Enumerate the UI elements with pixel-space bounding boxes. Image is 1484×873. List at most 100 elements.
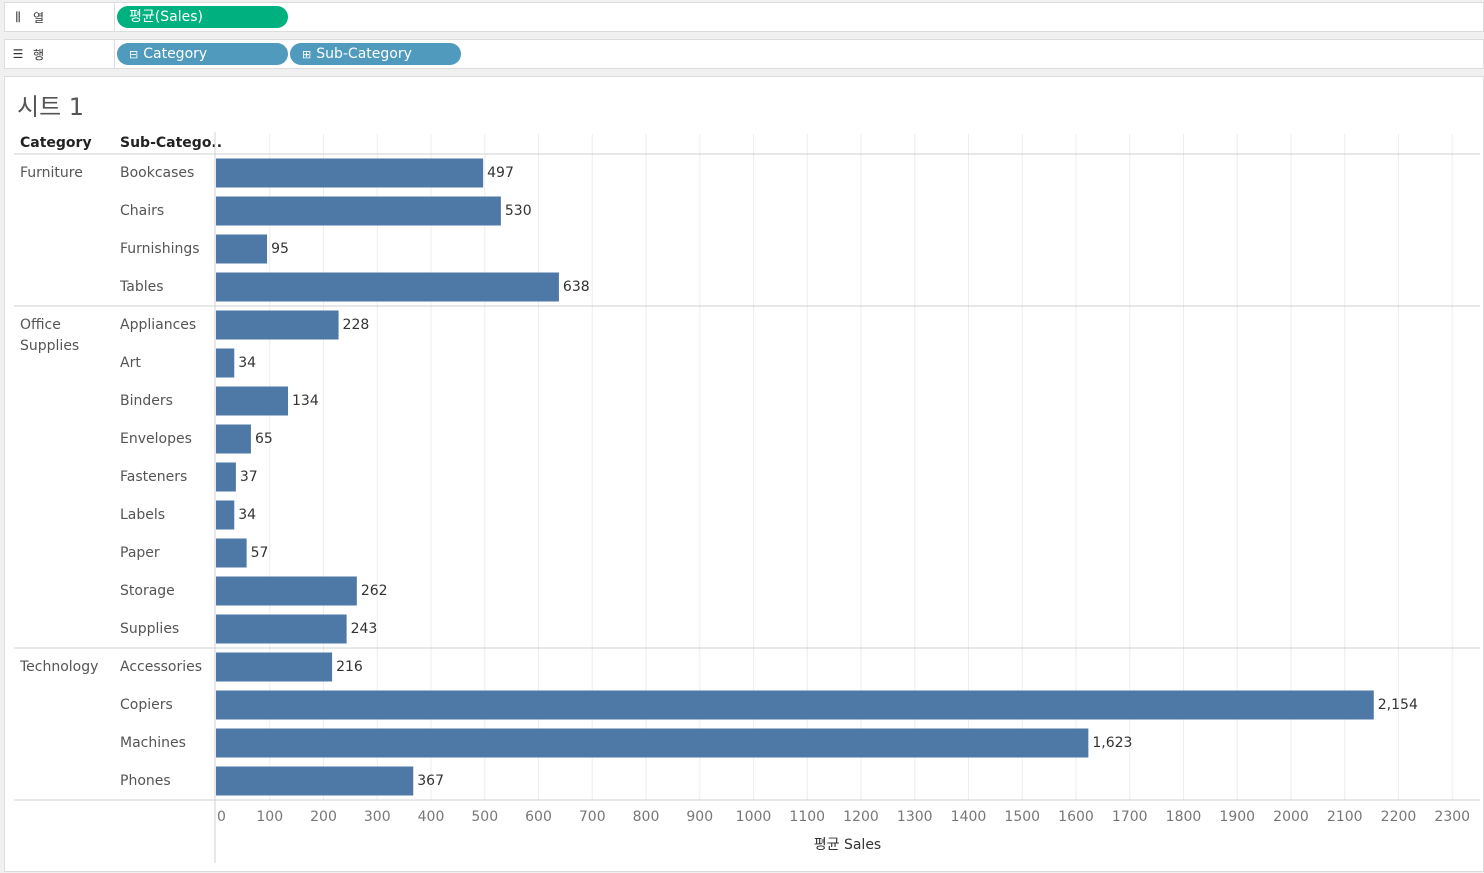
bar[interactable] <box>216 766 414 796</box>
expand-icon[interactable]: ⊞ <box>302 48 312 61</box>
bar[interactable] <box>216 728 1089 758</box>
bar[interactable] <box>216 576 357 606</box>
x-tick-label: 400 <box>418 809 445 825</box>
x-tick-label: 500 <box>471 809 498 825</box>
x-tick-label: 2300 <box>1434 809 1470 825</box>
columns-shelf[interactable]: ⫼ 열 평균(Sales) <box>4 2 1484 32</box>
sub-category-label: Tables <box>119 279 164 295</box>
value-label: 243 <box>351 621 378 637</box>
rows-shelf-label: ☰ 행 <box>5 40 115 68</box>
worksheet: 시트 1 Category Sub-Catego.. Furniture Bookca… <box>4 76 1484 872</box>
value-label: 530 <box>505 203 532 219</box>
x-tick-label: 2100 <box>1327 809 1363 825</box>
bar[interactable] <box>216 614 347 644</box>
x-tick-label: 200 <box>310 809 337 825</box>
value-label: 34 <box>238 355 256 371</box>
bar[interactable] <box>216 386 289 416</box>
bar[interactable] <box>216 234 268 264</box>
columns-shelf-label: ⫼ 열 <box>5 3 115 31</box>
value-label: 638 <box>563 279 590 295</box>
category-label: Technology <box>19 659 98 675</box>
pill-sub-category[interactable]: ⊞ Sub-Category <box>290 43 461 65</box>
bar[interactable] <box>216 538 247 568</box>
header-sub-category: Sub-Catego.. <box>120 135 222 151</box>
bar[interactable] <box>216 690 1374 720</box>
x-tick-label: 900 <box>686 809 713 825</box>
pill-sub-category-text: Sub-Category <box>316 46 412 62</box>
sub-category-label: Copiers <box>120 697 173 713</box>
x-tick-label: 1000 <box>736 809 772 825</box>
sheet-title: 시트 1 <box>17 93 85 121</box>
x-tick-label: 1300 <box>897 809 933 825</box>
sub-category-label: Phones <box>120 773 171 789</box>
pill-category-text: Category <box>143 46 208 62</box>
value-label: 228 <box>343 317 370 333</box>
x-axis-title: 평균 Sales <box>814 837 881 853</box>
collapse-icon[interactable]: ⊟ <box>129 48 139 61</box>
value-label: 34 <box>238 507 256 523</box>
sub-category-label: Supplies <box>120 621 179 637</box>
value-label: 57 <box>251 545 269 561</box>
sub-category-label: Appliances <box>120 317 196 333</box>
x-tick-label: 1600 <box>1058 809 1094 825</box>
x-tick-label: 700 <box>579 809 606 825</box>
sub-category-label: Envelopes <box>120 431 192 447</box>
sub-category-label: Paper <box>120 545 160 561</box>
rows-icon: ☰ <box>12 47 24 61</box>
x-tick-label: 1200 <box>843 809 879 825</box>
bar[interactable] <box>216 652 333 682</box>
x-tick-label: 2200 <box>1381 809 1417 825</box>
columns-icon: ⫼ <box>15 9 21 24</box>
value-label: 262 <box>361 583 388 599</box>
rows-shelf[interactable]: ☰ 행 ⊟ Category ⊞ Sub-Category <box>4 39 1484 69</box>
x-tick-label: 0 <box>217 809 226 825</box>
x-tick-label: 1100 <box>789 809 825 825</box>
sub-category-label: Accessories <box>120 659 202 675</box>
value-label: 367 <box>417 773 444 789</box>
sub-category-label: Storage <box>120 583 175 599</box>
value-label: 497 <box>487 165 514 181</box>
value-label: 1,623 <box>1092 735 1132 751</box>
header-category: Category <box>20 135 92 151</box>
category-label: Furniture <box>20 165 83 181</box>
value-label: 2,154 <box>1378 697 1418 713</box>
x-tick-label: 600 <box>525 809 552 825</box>
bar[interactable] <box>216 500 235 530</box>
value-label: 95 <box>271 241 289 257</box>
bar[interactable] <box>216 158 484 188</box>
bar[interactable] <box>216 424 251 454</box>
bar[interactable] <box>216 196 501 226</box>
value-label: 37 <box>240 469 258 485</box>
sub-category-label: Furnishings <box>120 241 200 257</box>
x-tick-label: 300 <box>364 809 391 825</box>
x-tick-label: 800 <box>633 809 660 825</box>
x-tick-label: 2000 <box>1273 809 1309 825</box>
x-tick-label: 1800 <box>1166 809 1202 825</box>
pill-avg-sales[interactable]: 평균(Sales) <box>117 6 288 28</box>
sub-category-label: Machines <box>120 735 186 751</box>
value-label: 216 <box>336 659 363 675</box>
columns-shelf-title: 열 <box>33 10 45 25</box>
x-tick-label: 1400 <box>951 809 987 825</box>
pill-avg-sales-text: 평균(Sales) <box>129 9 203 25</box>
x-tick-label: 100 <box>256 809 283 825</box>
bar[interactable] <box>216 348 235 378</box>
sub-category-label: Labels <box>120 507 165 523</box>
bar[interactable] <box>216 462 236 492</box>
category-label: Supplies <box>20 338 79 354</box>
sub-category-label: Binders <box>120 393 173 409</box>
x-tick-label: 1900 <box>1219 809 1255 825</box>
category-label: Office <box>20 317 61 333</box>
value-label: 134 <box>292 393 319 409</box>
sub-category-label: Chairs <box>120 203 164 219</box>
sub-category-label: Art <box>120 355 141 371</box>
sub-category-label: Fasteners <box>120 469 187 485</box>
bar-chart[interactable]: Category Sub-Catego.. Furniture Bookcases 49… <box>5 77 1483 871</box>
x-tick-label: 1500 <box>1004 809 1040 825</box>
bar[interactable] <box>216 272 559 302</box>
pill-category[interactable]: ⊟ Category <box>117 43 288 65</box>
value-label: 65 <box>255 431 273 447</box>
sub-category-label: Bookcases <box>120 165 194 181</box>
bar[interactable] <box>216 310 339 340</box>
rows-shelf-title: 행 <box>33 47 45 62</box>
